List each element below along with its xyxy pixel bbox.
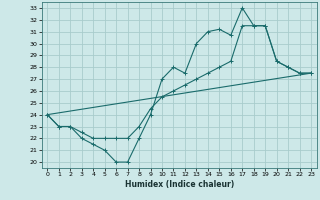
X-axis label: Humidex (Indice chaleur): Humidex (Indice chaleur) bbox=[124, 180, 234, 189]
